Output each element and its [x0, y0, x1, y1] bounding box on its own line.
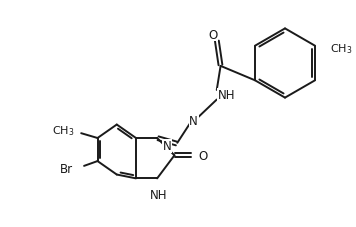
- Text: N: N: [163, 140, 172, 153]
- Text: NH: NH: [218, 89, 235, 102]
- Text: O: O: [208, 29, 218, 42]
- Text: CH$_3$: CH$_3$: [330, 42, 353, 56]
- Text: CH$_3$: CH$_3$: [52, 124, 74, 138]
- Text: NH: NH: [150, 188, 168, 201]
- Text: N: N: [189, 115, 198, 128]
- Text: Br: Br: [59, 163, 73, 175]
- Text: O: O: [199, 149, 208, 162]
